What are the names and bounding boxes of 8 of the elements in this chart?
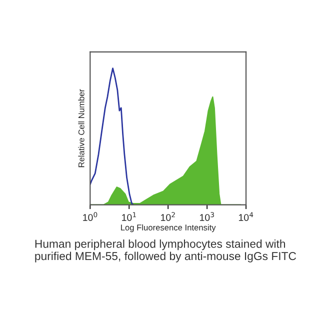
x-tick-label: 10$^{1}$: [122, 212, 136, 221]
x-axis-title: Log Fluoresence Intensity: [121, 224, 216, 232]
y-axis-title: Relative Cell Number: [78, 89, 84, 168]
x-tick-label: 10$^{0}$: [83, 212, 98, 221]
x-tick-label: 10$^{4}$: [238, 212, 254, 221]
text: Human peripheral blood lymphocytes stained with purified MEM-55, followed by anti-mouse IgGs FITC: [35, 239, 296, 262]
x-tick-label: 10$^{2}$: [161, 212, 175, 221]
x-tick-label: 10$^{3}$: [200, 212, 214, 221]
